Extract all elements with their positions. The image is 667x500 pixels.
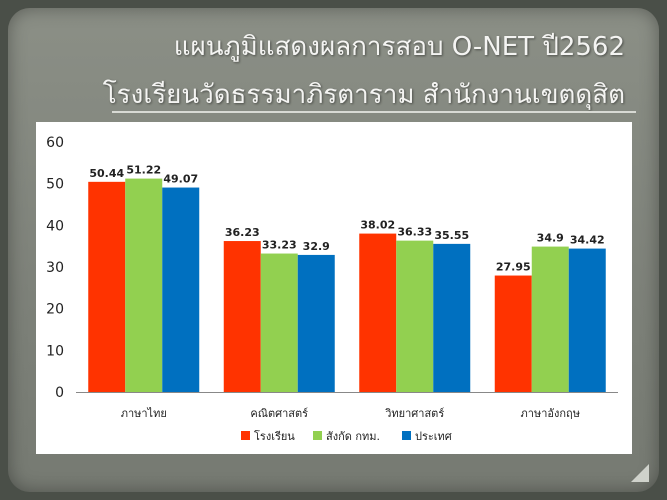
legend-swatch-1 (241, 431, 250, 440)
y-tick-label: 60 (46, 135, 64, 151)
chart-title-line-2: โรงเรียนวัดธรรมาภิรตาราม สำนักงานเขตดุสิ… (102, 80, 625, 110)
data-label: 33.23 (262, 239, 297, 252)
legend-swatch-2 (313, 431, 322, 440)
chart-title-line-1: แผนภูมิแสดงผลการสอบ O-NET ปี2562 (173, 32, 625, 62)
bar-3-3 (433, 243, 471, 392)
y-tick-label: 30 (46, 260, 64, 276)
slide-background: แผนภูมิแสดงผลการสอบ O-NET ปี2562 โรงเรีย… (8, 8, 659, 492)
x-tick-label: วิทยาศาสตร์ (384, 407, 444, 420)
data-label: 35.55 (434, 229, 469, 242)
bar-2-4 (531, 246, 569, 392)
data-label: 34.9 (537, 232, 564, 245)
bar-2-1 (125, 178, 163, 392)
bar-1-1 (88, 181, 126, 392)
data-label: 49.07 (163, 173, 198, 186)
bar-3-1 (162, 187, 200, 392)
data-label: 38.02 (360, 219, 395, 232)
bar-3-4 (568, 248, 606, 392)
data-label: 51.22 (126, 164, 161, 177)
data-label: 32.9 (303, 240, 330, 253)
y-tick-label: 10 (46, 343, 64, 359)
data-label: 36.23 (225, 226, 260, 239)
legend-swatch-3 (402, 431, 411, 440)
x-tick-label: ภาษาไทย (121, 407, 167, 420)
data-label: 36.33 (397, 226, 432, 239)
data-label: 34.42 (570, 234, 605, 247)
data-label: 27.95 (496, 261, 531, 274)
legend-entry-2: สังกัด กทม. (326, 430, 380, 443)
y-tick-label: 20 (46, 302, 64, 318)
bar-3-2 (297, 254, 335, 392)
bar-1-3 (359, 233, 397, 392)
y-tick-label: 0 (55, 385, 64, 401)
chart-panel: 0 10 20 30 40 50 60 50.44 51.22 49.07 ภาษาไทย 36.23… (36, 122, 632, 454)
bar-2-2 (260, 253, 298, 392)
title-divider (112, 111, 636, 113)
legend-entry-3: ประเทศ (415, 430, 452, 443)
bar-1-4 (494, 275, 532, 392)
slide-corner-decoration (631, 464, 649, 482)
bar-1-2 (223, 241, 261, 392)
x-tick-label: คณิตศาสตร์ (250, 407, 308, 420)
x-tick-label: ภาษาอังกฤษ (521, 407, 580, 420)
y-tick-label: 50 (46, 177, 64, 193)
bar-2-3 (396, 240, 434, 392)
data-label: 50.44 (89, 167, 124, 180)
y-tick-label: 40 (46, 218, 64, 234)
legend-entry-1: โรงเรียน (254, 429, 295, 443)
